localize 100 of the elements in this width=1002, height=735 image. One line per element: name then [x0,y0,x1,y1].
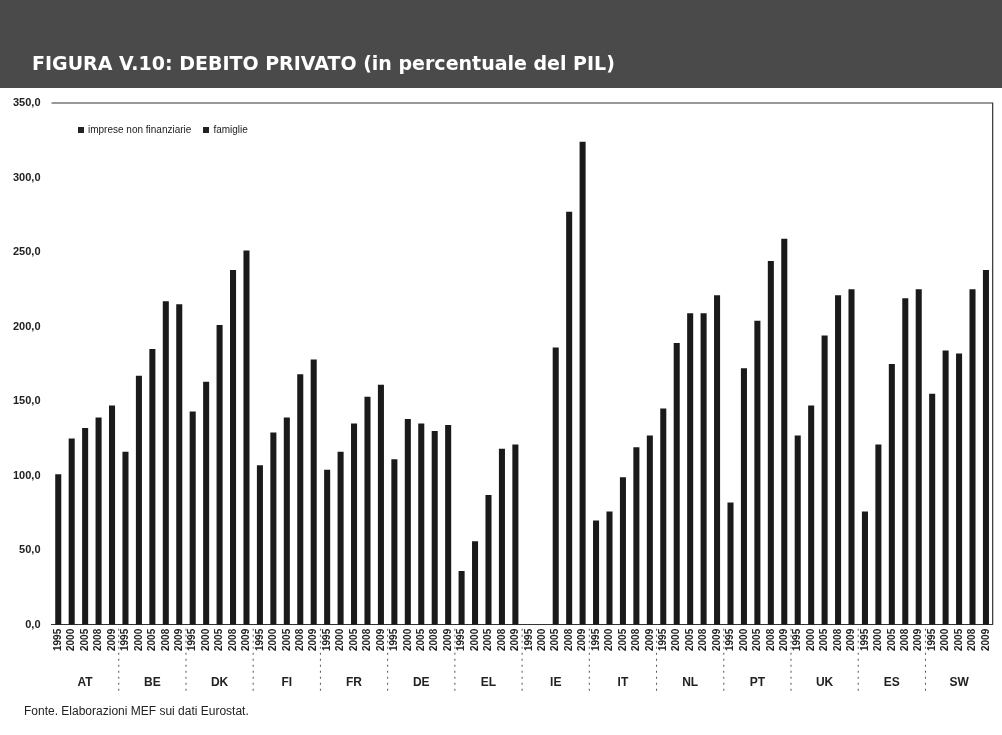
x-tick-label: 2009 [778,628,790,651]
x-tick-label: 2000 [603,628,615,651]
bar [135,375,142,625]
x-tick-label: 2008 [92,628,104,651]
bar [579,141,586,625]
bar [324,469,331,625]
text: UK [815,675,834,690]
x-tick-label: 1995 [320,628,332,651]
bar [606,511,613,625]
x-tick-label: 2005 [280,628,292,651]
x-tick-label: 1995 [858,628,870,651]
bar [391,459,398,625]
bar [485,495,492,625]
x-tick-label: 2008 [428,628,440,651]
x-tick-label: 2009 [173,628,184,651]
bar [727,502,734,625]
bar [270,432,277,625]
x-tick-label: 2000 [939,628,951,651]
x-tick-label: 1995 [925,628,937,651]
x-tick-label: 2005 [885,628,897,651]
text: FR [346,675,363,690]
x-tick-label: 2008 [294,628,306,651]
bar [821,335,828,625]
bar [498,448,505,625]
y-tick-label: 250,0 [13,245,41,258]
x-tick-label: 1995 [724,628,736,651]
x-tick-label: 2009 [441,628,453,651]
x-tick-label: 2008 [159,628,171,651]
text: ES [883,675,900,690]
x-tick-label: 2000 [65,628,77,651]
bar [109,405,116,625]
x-tick-label: 2009 [979,628,991,651]
x-tick-label: 2008 [764,628,776,651]
text: AT [77,675,94,690]
bar [861,511,868,625]
bar [633,447,640,625]
x-tick-label: 2008 [899,628,911,651]
x-tick-label: 2005 [616,628,628,651]
x-tick-label: 2000 [132,628,144,651]
bar [969,289,976,625]
x-tick-label: 2000 [468,628,480,651]
x-tick-label: 2008 [831,628,843,651]
x-tick-label: 1995 [589,628,601,651]
x-tick-label: 2008 [495,628,507,651]
bar [458,571,465,625]
bar [808,405,815,625]
bar [162,301,169,625]
annotation: imprese non finanziarie [88,124,192,135]
x-tick-label: 2000 [872,628,884,651]
x-tick-label: 2008 [630,628,642,651]
x-tick-label: 1995 [186,628,198,651]
y-tick-label: 200,0 [13,319,41,332]
bar [418,423,425,625]
y-tick-label: 300,0 [13,170,41,183]
x-tick-label: 2009 [240,628,252,651]
bar [230,269,237,625]
y-tick-label: 0,0 [25,617,41,630]
bar [848,289,855,625]
x-tick-label: 2005 [952,628,964,651]
x-tick-label: 2005 [415,628,427,651]
bar [740,368,747,625]
x-tick-label: 2000 [737,628,749,651]
bar [888,363,895,625]
text: DE [412,675,430,690]
text: NL [682,675,699,690]
text: DK [210,675,229,690]
bar [687,313,694,625]
bar [122,451,129,625]
bar [310,359,317,625]
bar [673,343,680,625]
bar [593,520,600,625]
bar [216,325,223,625]
x-tick-label: 1995 [52,628,63,651]
bar [176,304,183,625]
bar [929,393,936,625]
x-tick-label: 2009 [576,628,588,651]
bar [982,269,989,625]
bar [445,425,452,625]
x-tick-label: 2005 [213,628,225,651]
x-tick-label: 2009 [509,628,521,651]
bar [55,474,62,625]
x-tick-label: 2005 [78,628,90,651]
text: SW [949,675,970,690]
text: BE [144,675,161,690]
bar [82,427,89,625]
text: IT [617,675,629,690]
bar [512,444,519,625]
chart-title: FIGURA V.10: DEBITO PRIVATO (in percentuale del PIL) [32,52,615,74]
bar [646,435,653,625]
bar [472,541,479,625]
y-tick-label: 350,0 [13,96,41,109]
bar [915,289,922,625]
x-tick-label: 2009 [845,628,857,651]
x-tick-label: 2008 [226,628,238,651]
x-tick-label: 2008 [562,628,574,651]
x-tick-label: 2000 [401,628,413,651]
bar [956,353,963,625]
text: EL [480,675,497,690]
x-tick-label: 2000 [199,628,211,651]
x-tick-label: 2000 [804,628,816,651]
